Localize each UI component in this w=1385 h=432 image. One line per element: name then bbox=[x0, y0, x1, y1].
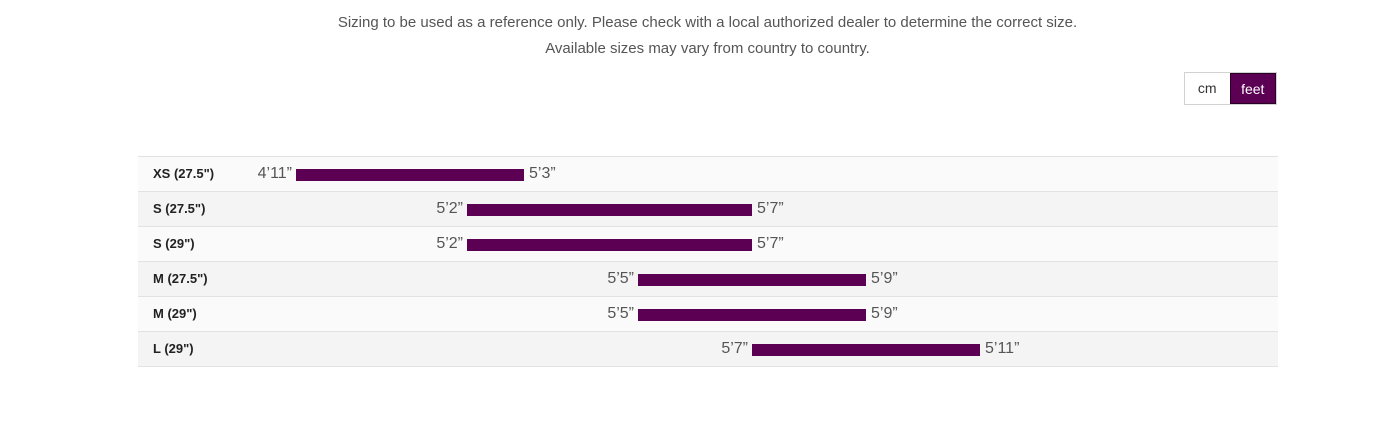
min-height-label: 5’2” bbox=[436, 235, 463, 252]
max-height-label: 5’3” bbox=[529, 165, 556, 182]
min-height-label: 5’2” bbox=[436, 200, 463, 217]
max-height-label: 5’7” bbox=[757, 235, 784, 252]
size-chart: XS (27.5") 4’11” 5’3” S (27.5") 5’2” 5’7” S (2… bbox=[138, 156, 1278, 367]
max-height-label: 5’9” bbox=[871, 305, 898, 322]
max-height-label: 5’11” bbox=[985, 340, 1020, 357]
availability-note: Available sizes may vary from country to… bbox=[545, 40, 870, 57]
size-row: XS (27.5") 4’11” 5’3” bbox=[138, 157, 1278, 192]
min-height-label: 4’11” bbox=[257, 165, 292, 182]
height-range-bar bbox=[296, 169, 524, 181]
height-range-bar bbox=[638, 309, 866, 321]
size-label: XS (27.5") bbox=[153, 166, 215, 181]
unit-feet-button[interactable]: feet bbox=[1229, 73, 1276, 104]
size-row: M (27.5") 5’5” 5’9” bbox=[138, 262, 1278, 297]
min-height-label: 5’5” bbox=[607, 270, 634, 287]
max-height-label: 5’9” bbox=[871, 270, 898, 287]
size-row: M (29") 5’5” 5’9” bbox=[138, 297, 1278, 332]
min-height-label: 5’7” bbox=[721, 340, 748, 357]
size-label: S (27.5") bbox=[153, 201, 206, 216]
height-range-bar bbox=[638, 274, 866, 286]
size-label: L (29") bbox=[153, 341, 194, 356]
size-label: M (27.5") bbox=[153, 271, 208, 286]
size-label: S (29") bbox=[153, 236, 195, 251]
max-height-label: 5’7” bbox=[757, 200, 784, 217]
unit-toggle: cm feet bbox=[1184, 72, 1277, 105]
size-row: L (29") 5’7” 5’11” bbox=[138, 332, 1278, 367]
size-label: M (29") bbox=[153, 306, 197, 321]
height-range-bar bbox=[467, 204, 752, 216]
height-range-bar bbox=[752, 344, 980, 356]
size-row: S (27.5") 5’2” 5’7” bbox=[138, 192, 1278, 227]
size-row: S (29") 5’2” 5’7” bbox=[138, 227, 1278, 262]
min-height-label: 5’5” bbox=[607, 305, 634, 322]
sizing-disclaimer: Sizing to be used as a reference only. P… bbox=[337, 14, 1078, 31]
unit-cm-button[interactable]: cm bbox=[1197, 80, 1217, 96]
height-range-bar bbox=[467, 239, 752, 251]
